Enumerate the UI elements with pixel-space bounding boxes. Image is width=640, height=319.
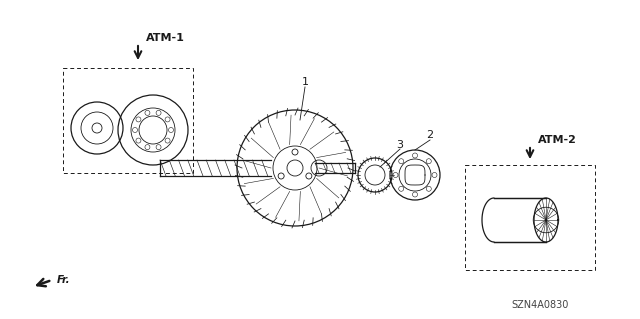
Text: SZN4A0830: SZN4A0830 — [511, 300, 569, 310]
Bar — [465, 165, 595, 270]
Text: Fr.: Fr. — [57, 275, 70, 285]
Text: 2: 2 — [426, 130, 433, 140]
Text: 3: 3 — [397, 140, 403, 150]
Text: ATM-1: ATM-1 — [146, 33, 185, 43]
Text: ATM-2: ATM-2 — [538, 135, 577, 145]
Bar — [63, 68, 193, 173]
Text: 1: 1 — [301, 77, 308, 87]
